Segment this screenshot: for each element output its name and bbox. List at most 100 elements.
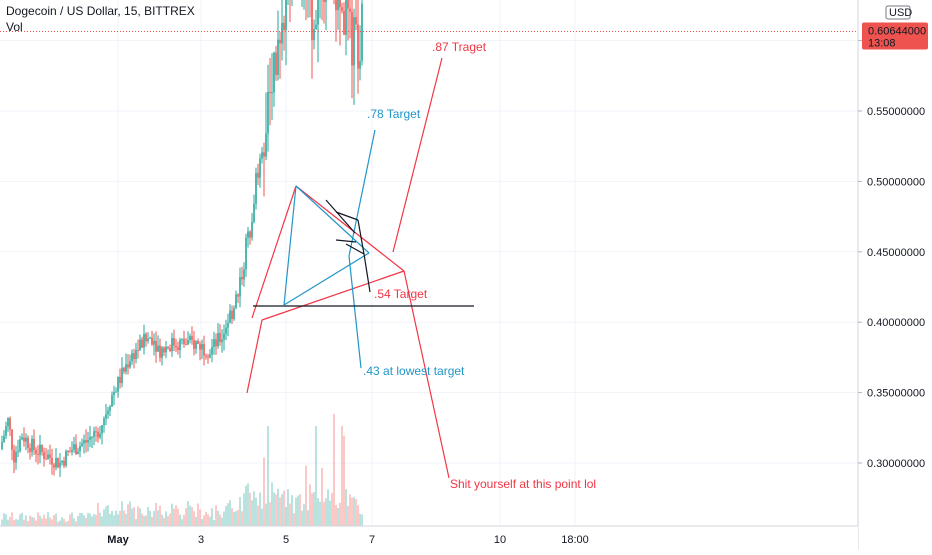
volume-bar: [197, 503, 199, 526]
candle-body: [43, 452, 45, 459]
candle-body: [203, 344, 205, 356]
volume-bar: [239, 497, 241, 526]
volume-bar: [293, 513, 295, 526]
annotation-label[interactable]: Shit yourself at this point lol: [450, 477, 596, 491]
candle-body: [51, 457, 53, 465]
candle-body: [133, 353, 135, 360]
candle-body: [19, 439, 21, 451]
volume-bar: [245, 485, 247, 526]
symbol-title[interactable]: Dogecoin / US Dollar, 15, BITTREX: [6, 4, 195, 18]
currency-badge-label[interactable]: USD: [889, 7, 912, 19]
volume-bar: [325, 498, 327, 526]
volume-bar: [323, 501, 325, 526]
volume-bar: [195, 516, 197, 526]
candle-body: [345, 0, 347, 35]
candle-body: [211, 346, 213, 355]
trendline[interactable]: [363, 253, 371, 293]
trendline[interactable]: [335, 211, 359, 221]
volume-bar: [215, 505, 217, 526]
volume-bar: [331, 492, 333, 526]
bar-countdown: 13:08: [868, 38, 896, 50]
candle-body: [251, 222, 253, 238]
trendline[interactable]: [251, 185, 297, 319]
candle-body: [67, 451, 69, 453]
volume-bar: [109, 513, 111, 526]
volume-indicator-label[interactable]: Vol: [6, 20, 23, 34]
candle-body: [177, 347, 179, 350]
drawings[interactable]: .87 Traget .78 Target .54 Target .43 at low…: [0, 31, 858, 491]
annotation-label[interactable]: .78 Target: [367, 107, 421, 121]
trendline[interactable]: [357, 219, 365, 255]
candle-body: [115, 391, 117, 393]
annotation-label[interactable]: .54 Target: [374, 287, 428, 301]
price-tick-label: 0.50000000: [867, 176, 925, 188]
volume-bar: [303, 504, 305, 526]
volume-bar: [221, 517, 223, 526]
trendline[interactable]: [392, 57, 443, 253]
volume-bar: [357, 505, 359, 526]
volume-bar: [125, 513, 127, 526]
volume-bar: [113, 515, 115, 526]
volume-bar: [291, 495, 293, 526]
volume-bar: [99, 512, 101, 526]
candle-body: [325, 0, 327, 2]
trendline[interactable]: [261, 270, 405, 321]
trendline[interactable]: [283, 185, 297, 306]
candle-body: [191, 336, 193, 341]
volume-bar: [233, 512, 235, 526]
volume-bar: [27, 521, 29, 526]
candle-body: [59, 462, 61, 468]
candles[interactable]: [1, 0, 363, 477]
trendline[interactable]: [335, 239, 357, 243]
currency-badge[interactable]: [885, 5, 911, 20]
trendline[interactable]: [325, 199, 356, 234]
candle-body: [269, 91, 271, 94]
candle-body: [267, 91, 269, 134]
candle-body: [259, 158, 261, 178]
volume-bar: [177, 508, 179, 526]
candle-body: [255, 172, 257, 204]
volume-bar: [327, 489, 329, 526]
candle-body: [207, 356, 209, 358]
candle-body: [275, 52, 277, 75]
candle-body: [25, 437, 27, 442]
trendline[interactable]: [283, 252, 370, 306]
volume-bar: [179, 514, 181, 526]
volume-bar: [37, 512, 39, 526]
candle-body: [123, 367, 125, 372]
candle-body: [57, 457, 59, 468]
volume-bar: [219, 514, 221, 526]
volume-bar: [35, 520, 37, 526]
price-axis[interactable]: 0.30000000 0.35000000 0.40000000 0.45000000…: [857, 0, 932, 550]
volume-bar: [157, 510, 159, 526]
candle-body: [213, 339, 215, 347]
trendline[interactable]: [295, 185, 405, 272]
volume-bar: [23, 519, 25, 526]
candle-body: [235, 294, 237, 309]
current-price-tag: [862, 22, 928, 50]
trendline[interactable]: [348, 129, 376, 257]
volume-bar: [159, 505, 161, 526]
volume-bar: [137, 506, 139, 526]
price-tick-label: 0.30000000: [867, 458, 925, 470]
volume-bar: [347, 505, 349, 526]
trendline[interactable]: [345, 243, 365, 255]
trendline[interactable]: [246, 319, 263, 394]
volume-bar: [9, 517, 11, 526]
volume-bar: [349, 494, 351, 526]
annotation-label[interactable]: .87 Traget: [432, 40, 487, 54]
volume-bar: [147, 506, 149, 526]
candle-body: [253, 203, 255, 223]
annotation-label[interactable]: .43 at lowest target: [363, 364, 465, 378]
time-axis[interactable]: May 3 5 7 10 18:00: [0, 525, 858, 550]
candle-body: [169, 348, 171, 352]
volume-bar: [25, 515, 27, 526]
candle-body: [109, 406, 111, 411]
trendline[interactable]: [295, 185, 370, 254]
candle-body: [143, 333, 145, 348]
price-tick-label: 0.40000000: [867, 317, 925, 329]
trendline[interactable]: [348, 255, 362, 369]
candle-body: [61, 460, 63, 463]
